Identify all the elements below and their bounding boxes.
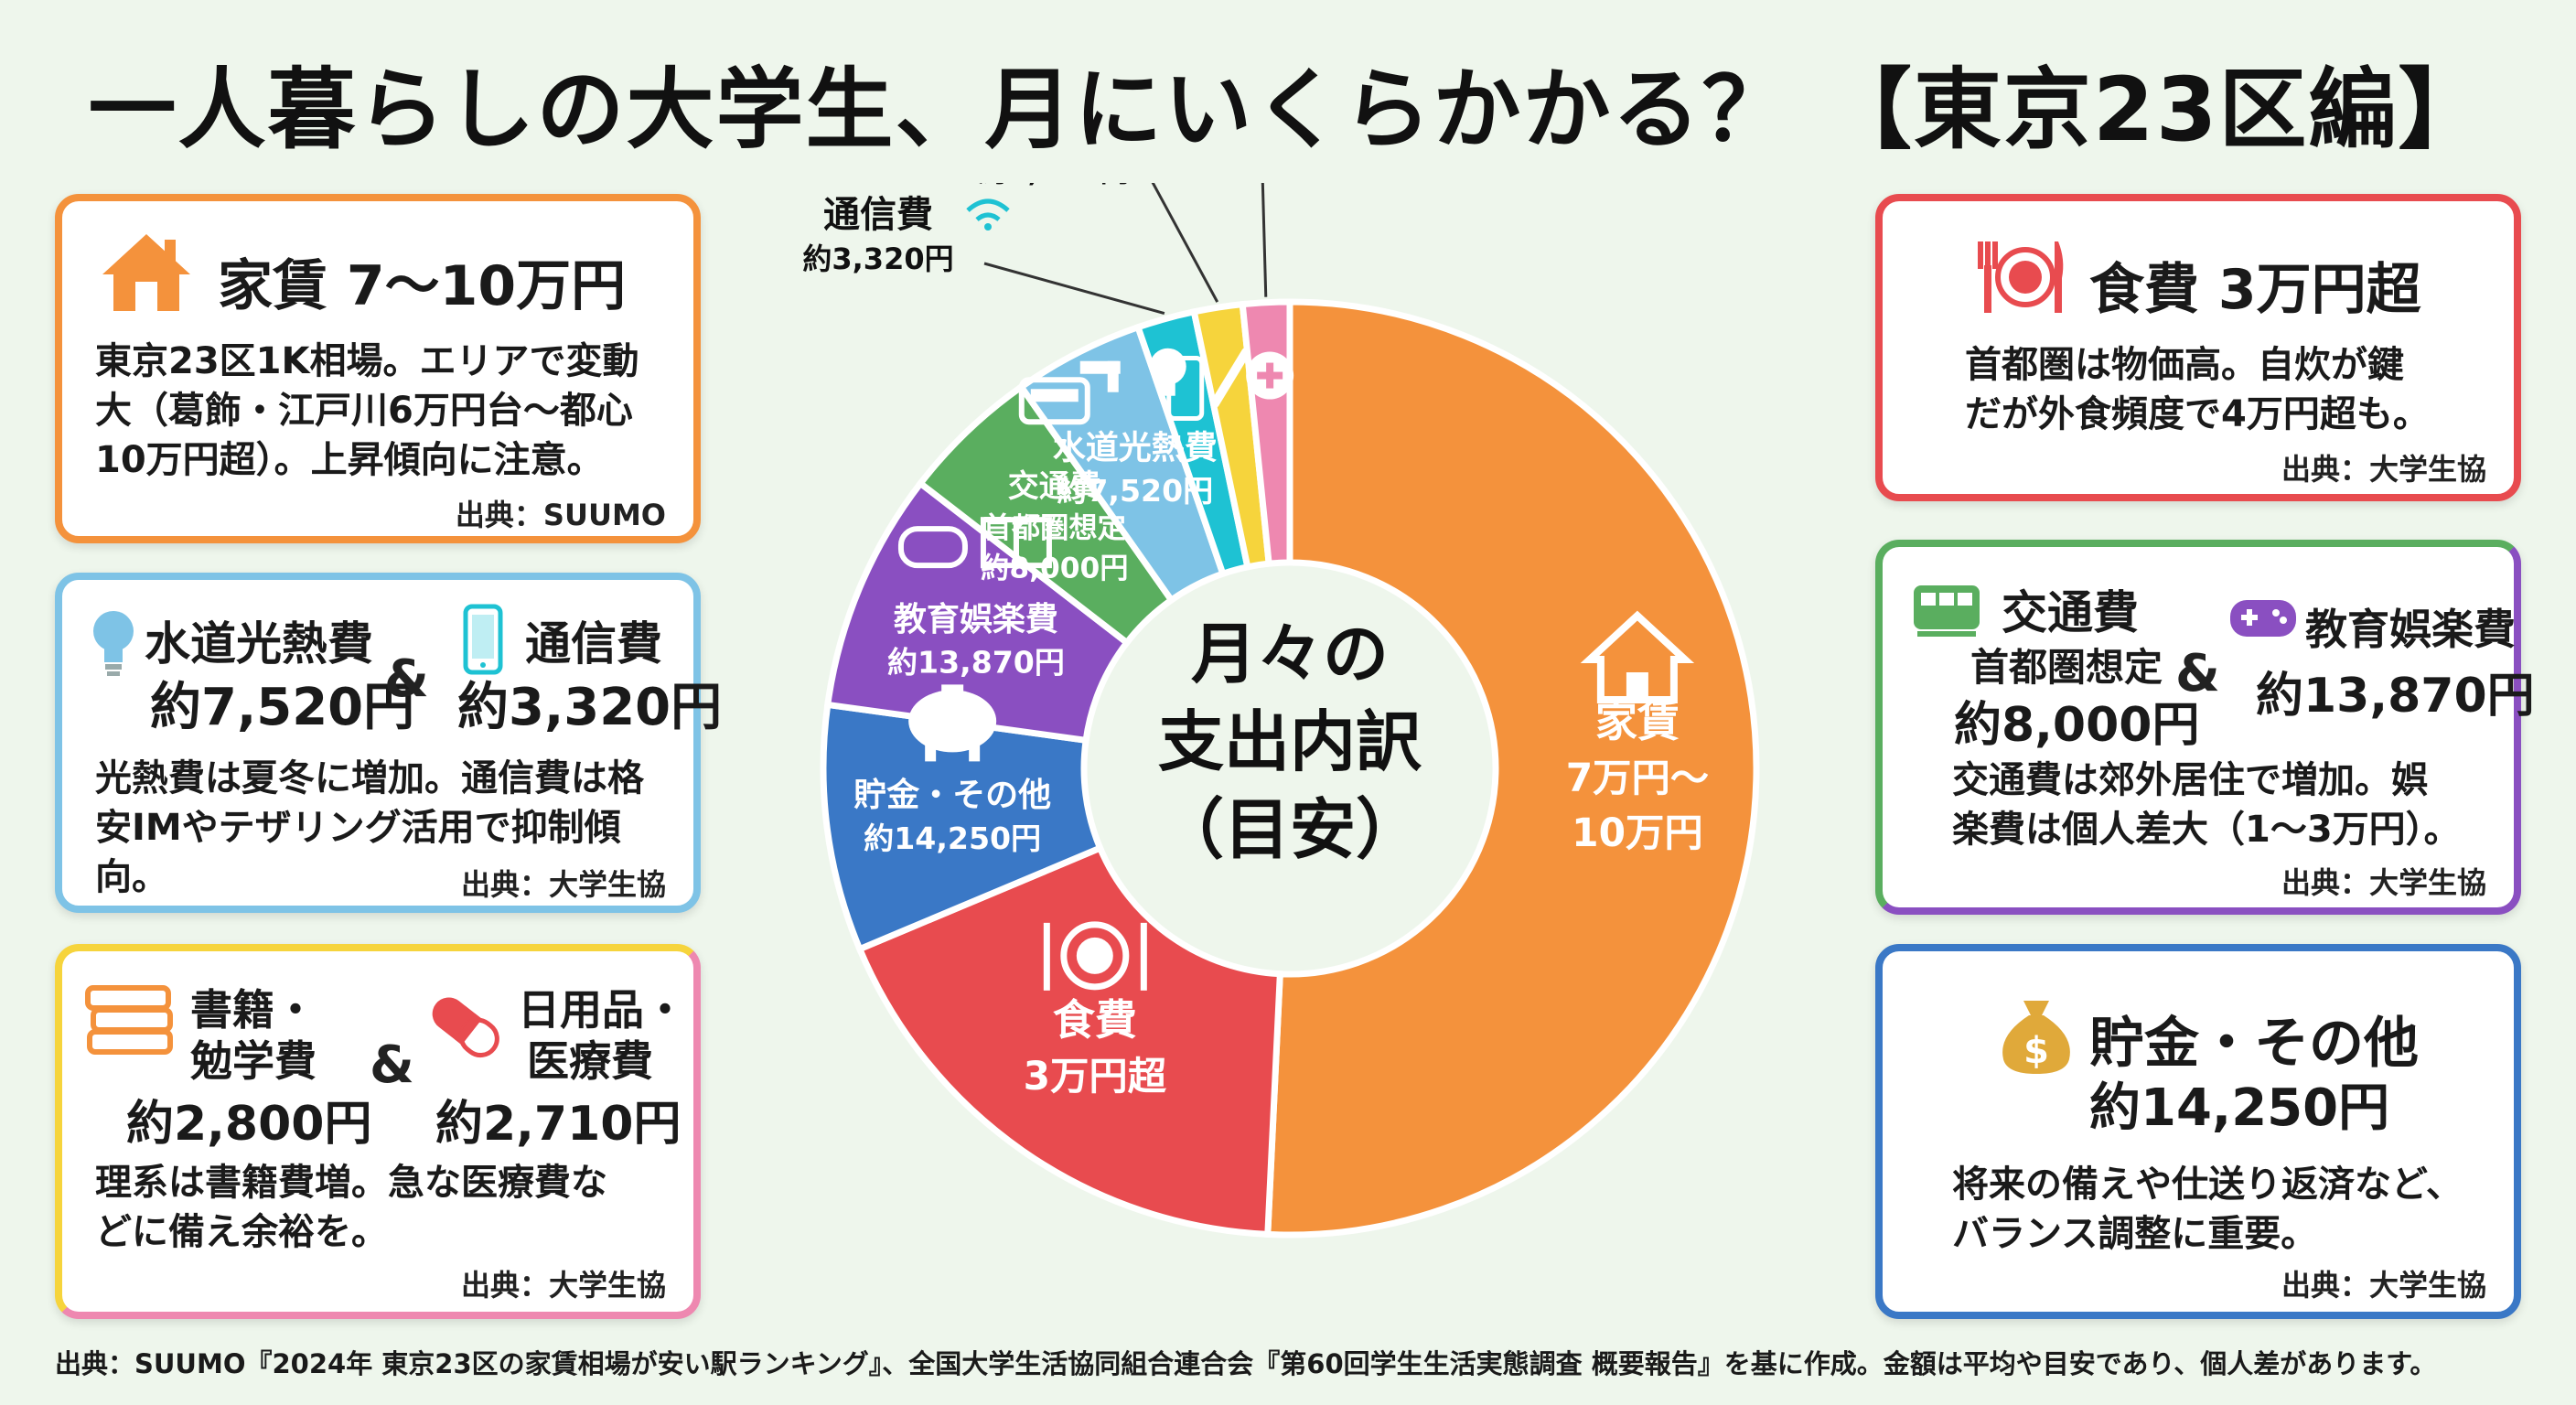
- savings-card-value: 約14,250円: [2089, 1078, 2390, 1138]
- slice-label-rent: 家賃: [1595, 697, 1680, 746]
- gamepad-icon: [2230, 600, 2296, 637]
- piggy-bank-icon: [908, 684, 997, 762]
- footer-source-note: 出典：SUUMO『2024年 東京23区の家賃相場が安い駅ランキング』、全国大学…: [55, 1348, 2437, 1379]
- slice-label-food: 食費: [1053, 995, 1137, 1045]
- books-daily-card: 書籍・ 勉学費 約2,800円 & 日用品・ 医療費 約2,710円 理系は書籍…: [55, 944, 701, 1319]
- plate-cutlery-icon: [1978, 241, 2064, 313]
- books-label-line1: 書籍・: [190, 985, 317, 1035]
- books-value: 約2,800円: [126, 1097, 372, 1152]
- medical-cross-icon: [1246, 351, 1294, 400]
- communication-label: 通信費: [525, 617, 662, 670]
- slice-label-transport: 首都圏想定: [983, 511, 1126, 544]
- pill-capsule-icon: [432, 997, 499, 1058]
- slice-label-education: 教育娯楽費: [894, 601, 1058, 638]
- books-daily-source: 出典：大学生協: [460, 1268, 666, 1303]
- utilities-communication-description: 光熱費は夏冬に増加。通信費は格 安IMやテザリング活用で抑制傾向。: [95, 757, 644, 898]
- lightbulb-icon: [93, 611, 134, 676]
- savings-card-source: 出典：大学生協: [2281, 1268, 2486, 1303]
- house-icon: [102, 234, 190, 311]
- ampersand: &: [384, 649, 429, 709]
- smartphone-icon: [1166, 355, 1205, 421]
- rent-card-title: 家賃 7〜10万円: [218, 254, 627, 318]
- communication-value: 約3,320円: [457, 678, 723, 737]
- center-label: 月々の 支出内訳 （目安）: [1158, 616, 1422, 868]
- leader-line-daily: [1261, 183, 1268, 297]
- food-card-title: 食費 3万円超: [2089, 258, 2421, 322]
- leader-line-communication: [983, 262, 1165, 316]
- rent-card-description: 東京23区1K相場。エリアで変動 大（葛飾・江戸川6万円台〜都心 10万円超）。…: [95, 340, 639, 481]
- outside-value-books: 約2,800円: [978, 183, 1129, 188]
- ampersand: &: [2175, 644, 2220, 703]
- money-bag-icon: $: [2002, 1001, 2070, 1074]
- daily-value: 約2,710円: [435, 1097, 682, 1152]
- utilities-label: 水道光熱費: [145, 617, 373, 670]
- slice-label-rent: 10万円: [1572, 810, 1703, 855]
- daily-label-line2: 医療費: [527, 1036, 653, 1086]
- transport-education-description: 交通費は郊外居住で増加。娯 楽費は個人差大（1〜3万円）。: [1952, 759, 2461, 851]
- plate-cutlery-icon: [1043, 921, 1147, 991]
- food-card: 食費 3万円超 首都圏は物価高。自炊が鍵 だが外食頻度で4万円超も。 出典：大学…: [1875, 194, 2521, 501]
- slice-label-savings: 約14,250円: [864, 820, 1041, 856]
- donut-slices: [820, 298, 1760, 1239]
- food-card-source: 出典：大学生協: [2281, 452, 2486, 487]
- smartphone-icon: [463, 604, 503, 675]
- utilities-value: 約7,520円: [150, 678, 415, 737]
- slice-label-food: 3万円超: [1024, 1054, 1167, 1099]
- house-icon: [1580, 610, 1695, 704]
- transport-label: 交通費: [2002, 586, 2139, 639]
- savings-card: $ 貯金・その他 約14,250円 将来の備えや仕送り返済など、 バランス調整に…: [1875, 944, 2521, 1319]
- slice-label-rent: 7万円〜: [1566, 756, 1709, 800]
- transport-value: 約8,000円: [1954, 698, 2200, 753]
- center-label-line1: 月々の: [1191, 616, 1389, 692]
- books-label-line2: 勉学費: [190, 1036, 317, 1086]
- communication-outside-icon: [966, 198, 1010, 231]
- rent-card: 家賃 7〜10万円 東京23区1K相場。エリアで変動 大（葛飾・江戸川6万円台〜…: [55, 194, 701, 543]
- slice-label-utilities: 水道光熱費: [1053, 429, 1218, 467]
- transport-education-card: 交通費 首都圏想定 約8,000円 & 教育娯楽費 約13,870円 交通費は郊…: [1875, 540, 2535, 915]
- food-card-description: 首都圏は物価高。自炊が鍵 だが外食頻度で4万円超も。: [1965, 344, 2430, 435]
- slice-icons: [897, 348, 1695, 991]
- utilities-communication-source: 出典：大学生協: [460, 867, 666, 902]
- slice-rent: [1264, 298, 1760, 1239]
- education-value: 約13,870円: [2256, 669, 2535, 724]
- outside-value-daily: 約2,710円: [1315, 183, 1465, 185]
- slice-label-utilities: 約7,520円: [1057, 473, 1213, 509]
- books-daily-description: 理系は書籍費増。急な医療費な どに備え余裕を。: [95, 1162, 607, 1253]
- daily-label-line1: 日用品・: [518, 985, 686, 1035]
- train-icon: [1018, 377, 1090, 425]
- page-title: 一人暮らしの大学生、月にいくらかかる？ 【東京23区編】: [88, 59, 2488, 161]
- pen-icon: [1209, 348, 1250, 409]
- books-icon: [85, 985, 173, 1055]
- svg-text:$: $: [2023, 1030, 2049, 1072]
- ampersand: &: [370, 1035, 414, 1095]
- slice-label-savings: 貯金・その他: [853, 776, 1051, 814]
- slice-label-education: 約13,870円: [887, 645, 1065, 681]
- leader-line-books: [1151, 183, 1219, 303]
- gamepad-book-icon: [897, 517, 1052, 569]
- utilities-communication-card: 水道光熱費 約7,520円 & 通信費 約3,320円 光熱費は夏冬に増加。通信…: [55, 573, 722, 913]
- slice-label-transport: 交通費: [1008, 468, 1101, 505]
- train-icon: [1914, 585, 1980, 637]
- outside-value-communication: 約3,320円: [802, 241, 953, 276]
- savings-card-description: 将来の備えや仕送り返済など、 バランス調整に重要。: [1952, 1164, 2463, 1255]
- outside-label-communication: 通信費: [823, 194, 933, 236]
- transport-sub-label: 首都圏想定: [1970, 645, 2163, 690]
- slice-label-transport: 約8,000円: [981, 552, 1128, 585]
- transport-education-source: 出典：大学生協: [2281, 865, 2486, 900]
- rent-card-source: 出典：SUUMO: [455, 498, 666, 532]
- education-label: 教育娯楽費: [2305, 605, 2516, 654]
- center-label-line3: （目安）: [1158, 791, 1422, 868]
- slice-savings: [820, 701, 1105, 954]
- slice-food: [855, 843, 1283, 1239]
- center-label-line2: 支出内訳: [1158, 703, 1422, 780]
- savings-card-title: 貯金・その他: [2089, 1012, 2419, 1076]
